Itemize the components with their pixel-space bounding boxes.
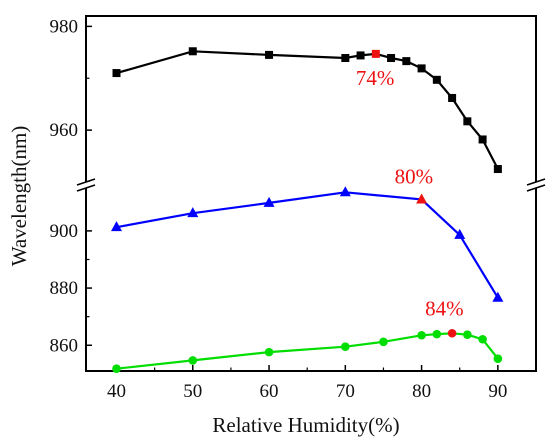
data-point [448,93,457,102]
y-axis-title: Wavelength(nm) [7,126,31,267]
x-tick-label: 80 [412,381,431,402]
axis-break-mark [526,184,546,192]
axis-break-mark [76,178,96,186]
annotation-label: 74% [356,66,395,90]
series-line [116,191,499,299]
data-point [492,291,504,302]
highlight-marker [416,193,428,204]
data-point [188,356,198,365]
data-point [432,329,442,339]
series-line [116,50,499,170]
data-point [111,221,123,232]
data-point [478,334,487,344]
data-point [356,51,365,60]
y-tick-label: 960 [50,120,79,141]
x-tick-label: 60 [260,381,279,402]
tick-labels: 40 50 60 70 80 90 960 980 860 880 900 [50,16,508,402]
axis-break-gap [527,182,545,188]
data-point [454,228,466,239]
data-point [265,50,274,59]
y-tick-label: 860 [50,335,79,356]
y-tick-label: 980 [50,16,79,37]
data-point [187,207,199,218]
x-axis-title: Relative Humidity(%) [212,413,399,437]
data-point [112,364,121,374]
series-lines [116,50,499,370]
data-point [432,75,441,84]
data-point [339,186,351,197]
data-point [112,69,121,78]
data-point [478,135,487,144]
data-point [387,54,396,63]
x-tick-label: 90 [488,381,507,402]
data-markers [111,47,504,374]
annotations: 74% 80% 84% [356,66,464,320]
data-point [341,54,350,63]
plot-frame [85,15,537,372]
data-point [417,330,426,340]
data-point [263,196,275,207]
axis-break-mark [526,178,546,186]
data-point [188,47,197,56]
data-point [341,342,350,351]
x-tick-label: 70 [336,381,355,402]
y-tick-label: 900 [50,221,79,242]
axis-break-mark [76,184,96,192]
data-point [402,57,411,66]
data-point [379,337,388,347]
highlight-marker [371,49,380,58]
highlight-marker [447,328,457,338]
data-point [463,117,472,126]
data-point [463,330,472,339]
x-tick-label: 40 [107,381,126,402]
series-line [116,332,499,370]
data-point [493,165,502,174]
annotation-label: 84% [425,296,464,320]
axis-break [76,178,546,192]
data-point [264,347,274,357]
data-point [493,354,503,364]
axis-break-gap [77,182,95,188]
x-tick-label: 50 [183,381,202,402]
data-point [417,64,426,73]
y-tick-label: 880 [50,278,79,299]
annotation-label: 80% [395,164,434,188]
